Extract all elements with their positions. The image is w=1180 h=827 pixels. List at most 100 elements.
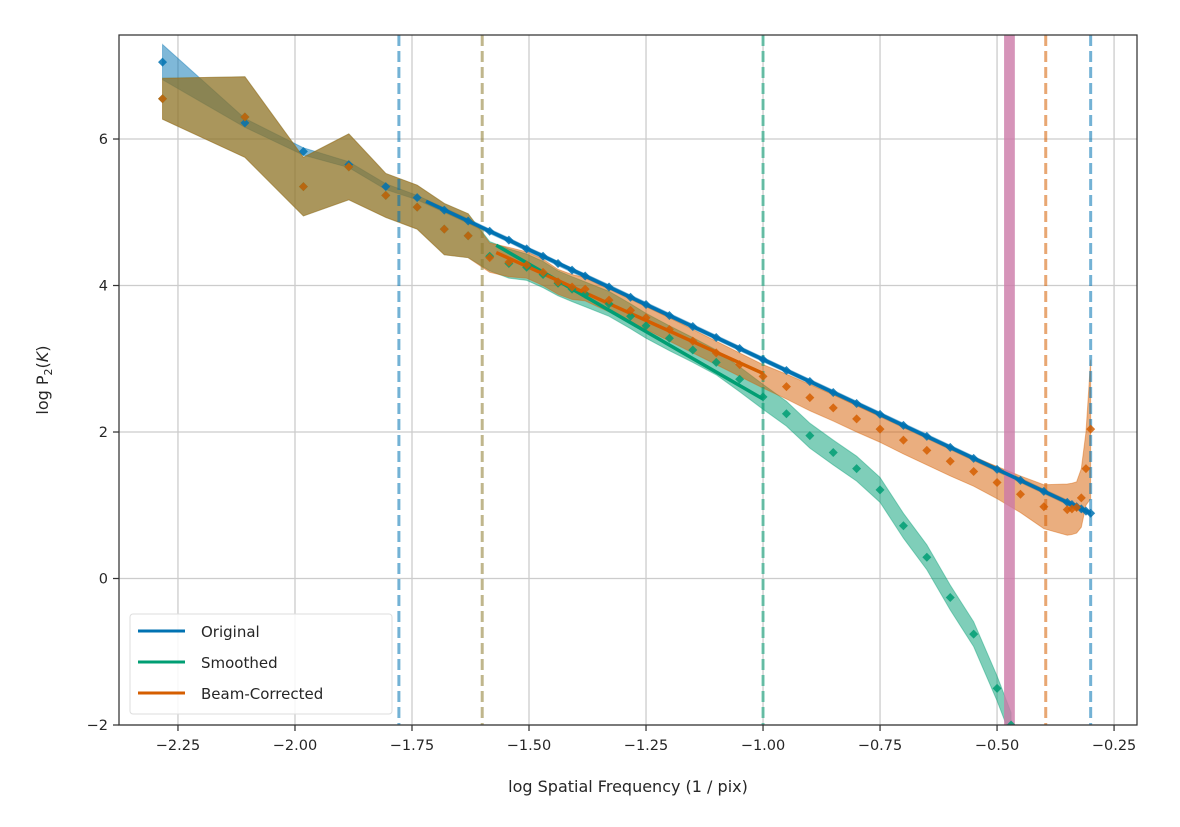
y-axis-label-subscript: 2 — [42, 368, 55, 375]
data-point-beam-corrected — [922, 445, 932, 455]
data-point-beam-corrected — [688, 336, 698, 346]
data-point-beam-corrected — [240, 112, 250, 122]
x-tick-label: −1.25 — [624, 738, 668, 754]
shaded-span — [1004, 35, 1015, 725]
data-point-beam-corrected — [875, 424, 885, 434]
data-point-original — [735, 344, 745, 354]
x-tick-label: −1.00 — [741, 738, 785, 754]
data-point-original — [641, 300, 651, 310]
data-point-beam-corrected — [553, 277, 563, 287]
fit-line-original — [425, 199, 1092, 515]
legend-label-smoothed: Smoothed — [201, 654, 278, 672]
data-point-smoothed — [875, 485, 885, 495]
y-tick-label: 2 — [99, 425, 108, 441]
data-point-original — [945, 442, 955, 452]
data-point-beam-corrected — [538, 267, 548, 277]
legend-label-beam-corrected: Beam-Corrected — [201, 685, 323, 703]
x-axis-label: log Spatial Frequency (1 / pix) — [508, 777, 748, 796]
data-point-original — [1039, 486, 1049, 496]
x-tick-label: −0.75 — [858, 738, 902, 754]
data-point-original — [522, 244, 532, 254]
x-tick-label: −2.25 — [156, 738, 200, 754]
data-point-beam-corrected — [298, 182, 308, 192]
legend: Original Smoothed Beam-Corrected — [129, 613, 393, 715]
legend-box — [129, 613, 393, 715]
data-point-beam-corrected — [504, 257, 514, 267]
x-tick-label: −2.00 — [273, 738, 317, 754]
data-point-beam-corrected — [805, 393, 815, 403]
data-point-beam-corrected — [158, 94, 168, 104]
data-point-beam-corrected — [945, 456, 955, 466]
data-point-beam-corrected — [852, 414, 862, 424]
legend-item-smoothed: Smoothed — [138, 654, 278, 672]
y-axis-label-close: ) — [33, 345, 52, 351]
data-point-beam-corrected — [1081, 464, 1091, 474]
data-point-original — [626, 292, 636, 302]
data-point-beam-corrected — [969, 467, 979, 477]
data-point-beam-corrected — [781, 382, 791, 392]
data-point-smoothed — [969, 629, 979, 639]
data-point-original — [580, 271, 590, 281]
data-point-smoothed — [688, 345, 698, 355]
data-point-smoothed — [711, 357, 721, 367]
data-point-original — [504, 235, 514, 245]
data-point-smoothed — [922, 552, 932, 562]
data-point-smoothed — [664, 333, 674, 343]
data-point-smoothed — [945, 593, 955, 603]
data-point-beam-corrected — [735, 360, 745, 370]
data-point-smoothed — [781, 409, 791, 419]
data-point-beam-corrected — [626, 305, 636, 315]
data-point-original — [688, 322, 698, 332]
data-point-smoothed — [805, 431, 815, 441]
data-point-beam-corrected — [522, 260, 532, 270]
data-point-original — [298, 146, 308, 156]
data-point-original — [485, 226, 495, 236]
data-point-smoothed — [828, 448, 838, 458]
data-point-original — [439, 205, 449, 215]
data-point-beam-corrected — [463, 231, 473, 241]
data-point-beam-corrected — [992, 478, 1002, 488]
y-tick-label: 0 — [99, 572, 108, 588]
data-point-original — [711, 333, 721, 343]
data-markers — [158, 57, 1096, 725]
data-point-smoothed — [626, 311, 636, 321]
data-point-original — [781, 365, 791, 375]
data-point-original — [969, 453, 979, 463]
y-axis-label-open: ( — [33, 362, 52, 368]
plot-frame — [118, 34, 1138, 726]
data-point-smoothed — [580, 289, 590, 299]
data-point-original — [992, 464, 1002, 474]
data-point-original — [381, 182, 391, 192]
data-point-beam-corrected — [412, 202, 422, 212]
x-tick-label: −1.50 — [507, 738, 551, 754]
data-point-original — [158, 57, 168, 67]
data-point-original — [852, 398, 862, 408]
data-point-smoothed — [735, 374, 745, 384]
data-point-beam-corrected — [1015, 489, 1025, 499]
data-point-beam-corrected — [1072, 502, 1082, 512]
data-point-smoothed — [641, 321, 651, 331]
data-point-smoothed — [852, 464, 862, 474]
y-axis-label-main: log P — [33, 375, 52, 414]
legend-label-original: Original — [201, 623, 260, 641]
y-axis-label: log P2(K) — [33, 345, 55, 414]
data-point-beam-corrected — [664, 324, 674, 334]
y-axis-label-variable: K — [33, 350, 52, 362]
x-tick-label: −0.50 — [975, 738, 1019, 754]
data-point-beam-corrected — [1076, 493, 1086, 503]
x-tick-label: −0.25 — [1092, 738, 1136, 754]
data-point-original — [922, 431, 932, 441]
data-point-original — [538, 251, 548, 261]
legend-item-original: Original — [138, 623, 260, 641]
data-point-original — [758, 354, 768, 364]
data-point-beam-corrected — [485, 253, 495, 263]
data-point-original — [898, 420, 908, 430]
data-point-original — [875, 409, 885, 419]
data-point-original — [567, 265, 577, 275]
data-point-beam-corrected — [1039, 502, 1049, 512]
data-point-beam-corrected — [567, 282, 577, 292]
data-point-beam-corrected — [758, 371, 768, 381]
data-point-smoothed — [992, 683, 1002, 693]
data-point-beam-corrected — [580, 284, 590, 294]
